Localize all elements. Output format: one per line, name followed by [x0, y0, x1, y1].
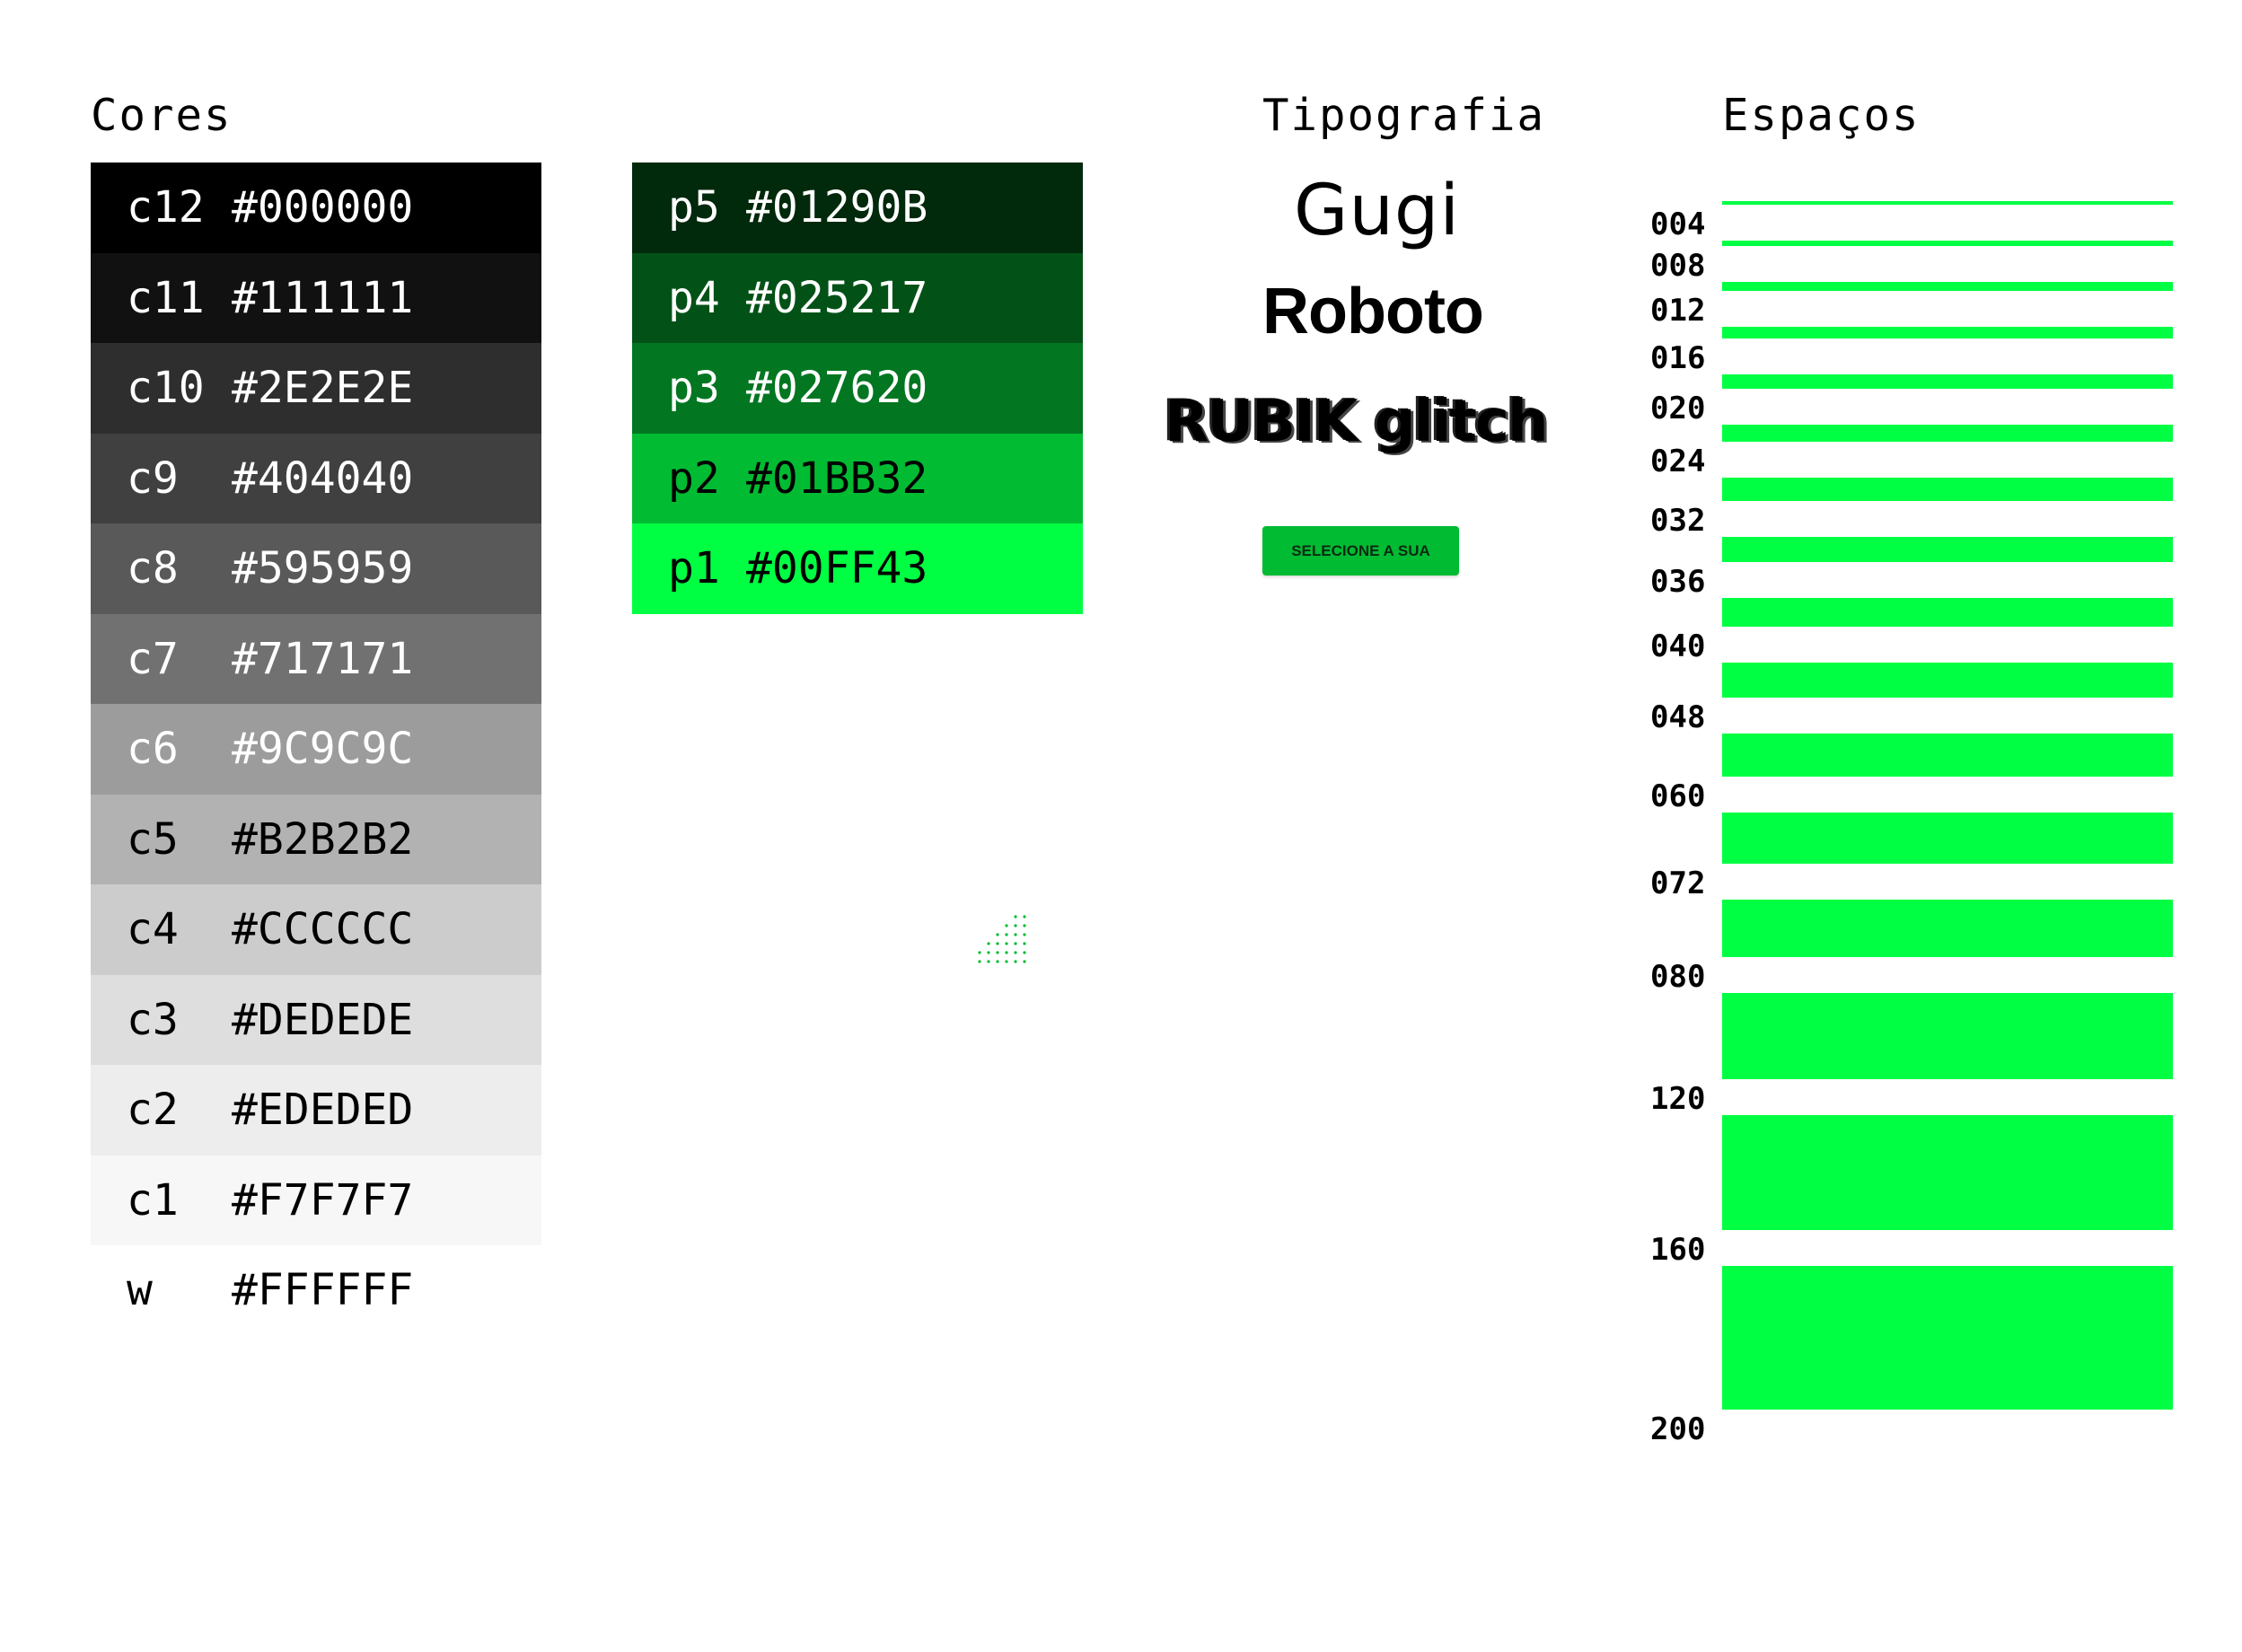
swatch-code: c6 — [127, 724, 179, 775]
swatch-code: c5 — [127, 813, 179, 865]
gray-swatch-w: w #FFFFFF — [91, 1245, 541, 1336]
green-swatch-p4: p4 #025217 — [632, 252, 1083, 343]
swatch-hex: #595959 — [232, 543, 414, 594]
spacing-label-020: 020 — [1650, 390, 1706, 426]
spacing-label-048: 048 — [1650, 699, 1706, 735]
swatch-code: p3 — [668, 363, 720, 414]
gray-swatch-c5: c5 #B2B2B2 — [91, 794, 541, 884]
spacing-scale: 004 008 012 016 020 024 032 036 040 048 060 072 080 1… — [1650, 0, 2189, 1652]
gray-swatch-c9: c9 #404040 — [91, 433, 541, 523]
gray-swatch-c8: c8 #595959 — [91, 523, 541, 614]
gray-swatch-c2: c2 #EDEDED — [91, 1065, 541, 1156]
swatch-hex: #CCCCCC — [232, 904, 414, 955]
spacing-label-120: 120 — [1650, 1081, 1706, 1118]
spacing-bar-012 — [1722, 282, 2173, 291]
spacing-label-060: 060 — [1650, 778, 1706, 814]
spacing-bar-024 — [1722, 424, 2173, 442]
spacing-label-200: 200 — [1650, 1411, 1706, 1448]
spacing-bar-036 — [1722, 536, 2173, 563]
spacing-bar-120 — [1722, 993, 2173, 1080]
green-swatch-p5: p5 #01290B — [632, 163, 1083, 253]
swatch-code: p1 — [668, 543, 720, 594]
swatch-code: c11 — [127, 272, 205, 323]
swatch-hex: #025217 — [746, 272, 928, 323]
spacing-label-008: 008 — [1650, 248, 1706, 285]
gray-swatch-c12: c12 #000000 — [91, 163, 541, 253]
gray-swatch-c11: c11 #111111 — [91, 252, 541, 343]
spacing-bar-160 — [1722, 1115, 2173, 1231]
spacing-bar-020 — [1722, 373, 2173, 389]
spacing-bar-016 — [1722, 327, 2173, 338]
swatch-hex: #DEDEDE — [232, 994, 414, 1045]
swatch-hex: #717171 — [232, 633, 414, 684]
font-sample-gugi: Gugi — [1294, 171, 1461, 251]
swatch-hex: #F7F7F7 — [232, 1174, 414, 1226]
spacing-label-040: 040 — [1650, 628, 1706, 665]
spacing-bar-200 — [1722, 1266, 2173, 1410]
gray-swatch-c7: c7 #717171 — [91, 613, 541, 704]
swatch-code: w — [127, 1265, 153, 1316]
swatch-hex: #000000 — [232, 182, 414, 233]
swatch-code: c2 — [127, 1085, 179, 1136]
spacing-bar-080 — [1722, 900, 2173, 958]
swatch-hex: #B2B2B2 — [232, 813, 414, 865]
swatch-hex: #2E2E2E — [232, 363, 414, 414]
spacing-label-160: 160 — [1650, 1232, 1706, 1269]
gray-swatch-c4: c4 #CCCCCC — [91, 884, 541, 975]
swatch-code: c1 — [127, 1174, 179, 1226]
swatch-code: c10 — [127, 363, 205, 414]
typography-heading: Tipografia — [1262, 90, 1546, 141]
spacing-label-080: 080 — [1650, 959, 1706, 996]
swatch-hex: #FFFFFF — [232, 1265, 414, 1316]
spacing-bar-008 — [1722, 241, 2173, 247]
swatch-code: c4 — [127, 904, 179, 955]
gray-swatch-c1: c1 #F7F7F7 — [91, 1155, 541, 1245]
swatch-hex: #EDEDED — [232, 1085, 414, 1136]
spacing-label-036: 036 — [1650, 564, 1706, 601]
swatch-hex: #027620 — [746, 363, 928, 414]
dot-grid-icon — [978, 915, 1026, 963]
spacing-bar-004 — [1722, 201, 2173, 205]
swatch-hex: #404040 — [232, 453, 414, 504]
spacing-label-024: 024 — [1650, 444, 1706, 479]
swatch-code: p2 — [668, 453, 720, 504]
gray-swatch-c6: c6 #9C9C9C — [91, 704, 541, 795]
spacing-bar-072 — [1722, 812, 2173, 865]
font-sample-rubik-glitch: RUBIK glitch — [1165, 389, 1548, 455]
spacing-label-016: 016 — [1650, 339, 1706, 376]
swatch-hex: #01290B — [746, 182, 928, 233]
spacing-label-012: 012 — [1650, 293, 1706, 329]
swatch-code: p5 — [668, 182, 720, 233]
swatch-code: c3 — [127, 994, 179, 1045]
spacing-bar-032 — [1722, 478, 2173, 501]
swatch-code: c7 — [127, 633, 179, 684]
swatch-hex: #111111 — [232, 272, 414, 323]
spacing-label-032: 032 — [1650, 502, 1706, 539]
swatch-code: c8 — [127, 543, 179, 594]
green-palette: p5 #01290B p4 #025217 p3 #027620 p2 #01BB32 p1 #0… — [632, 163, 1083, 614]
select-button[interactable]: SELECIONE A SUA — [1262, 526, 1459, 576]
swatch-hex: #9C9C9C — [232, 724, 414, 775]
gray-swatch-c3: c3 #DEDEDE — [91, 974, 541, 1065]
spacing-bar-040 — [1722, 598, 2173, 628]
colors-heading: Cores — [91, 90, 233, 141]
swatch-hex: #00FF43 — [746, 543, 928, 594]
spacing-bar-048 — [1722, 663, 2173, 698]
gray-palette: c12 #000000 c11 #111111 c10 #2E2E2E c9 #404040 c… — [91, 163, 541, 1336]
spacing-heading: Espaços — [1722, 90, 1921, 141]
spacing-bar-060 — [1722, 733, 2173, 777]
spacing-label-004: 004 — [1650, 206, 1706, 242]
green-swatch-p3: p3 #027620 — [632, 343, 1083, 434]
font-sample-roboto: Roboto — [1262, 276, 1484, 347]
green-swatch-p1: p1 #00FF43 — [632, 523, 1083, 614]
swatch-code: c9 — [127, 453, 179, 504]
swatch-code: c12 — [127, 182, 205, 233]
swatch-hex: #01BB32 — [746, 453, 928, 504]
green-swatch-p2: p2 #01BB32 — [632, 433, 1083, 523]
spacing-label-072: 072 — [1650, 866, 1706, 902]
gray-swatch-c10: c10 #2E2E2E — [91, 343, 541, 434]
swatch-code: p4 — [668, 272, 720, 323]
